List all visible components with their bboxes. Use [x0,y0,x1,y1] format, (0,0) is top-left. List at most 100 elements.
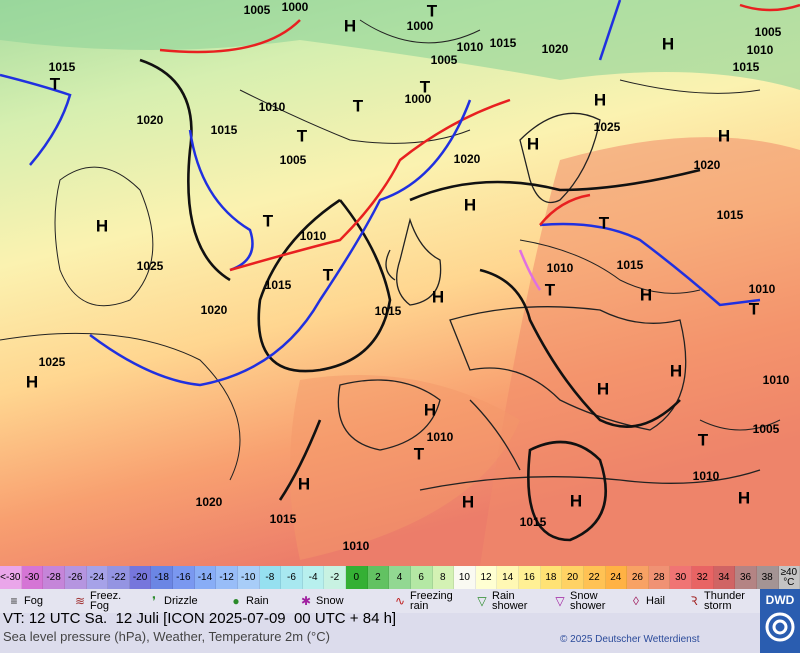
pressure-label: 1000 [282,0,309,14]
legend-label: Thunder storm [704,590,745,612]
pressure-label: 1005 [755,25,782,39]
scale-cell: -24 [86,566,109,589]
pressure-label: 1020 [201,303,228,317]
legend-item: ✱ Snow [298,589,344,613]
legend-icon: Ꝛ [690,594,698,608]
legend-item: ≡ Fog [6,589,42,613]
pressure-center: T [323,265,334,284]
scale-cell: 30 [670,566,692,589]
legend-item: Ꝛ Thunder storm [686,589,746,613]
scale-cell: -20 [129,566,152,589]
pressure-label: 1010 [300,229,327,243]
coastlines [337,112,761,491]
scale-cell: -26 [64,566,87,589]
scale-cell: 0 [346,566,368,589]
pressure-center: T [420,77,431,96]
legend-item: ≋ Freez. Fog [72,589,132,613]
pressure-label: 1010 [547,261,574,275]
scale-cell: 20 [562,566,584,589]
pressure-label: 1005 [431,53,458,67]
scale-cell: 24 [605,566,628,589]
pressure-center: T [50,74,61,93]
pressure-label: 1015 [375,304,402,318]
pressure-center: T [749,299,760,318]
scale-cell: 10 [454,566,476,589]
legend-icon: ≋ [74,594,86,608]
warm-area [290,375,520,560]
scale-cell: -2 [324,566,346,589]
legend-label: Freez. Fog [90,590,122,612]
scale-cell: -18 [151,566,173,589]
scale-cell: 26 [627,566,649,589]
pressure-center: H [718,126,730,145]
pressure-center: T [698,430,709,449]
scale-cell: -30 [21,566,44,589]
pressure-center: H [344,16,356,35]
legend-icon: ❜ [152,594,156,608]
logo-text: DWD [765,593,795,607]
pressure-label: 1020 [694,158,721,172]
pressure-center: T [414,444,425,463]
pressure-label: 1010 [693,469,720,483]
pressure-label: 1010 [427,430,454,444]
pressure-label: 1010 [343,539,370,553]
scale-cell: 4 [389,566,411,589]
scale-cell: -10 [237,566,260,589]
scale-cell: -12 [216,566,238,589]
legend-item: ▽ Snow shower [552,589,612,613]
legend-icon: ▽ [555,594,565,608]
legend-label: Snow [316,595,344,607]
pressure-center: H [570,491,582,510]
valid-time: VT: 12 UTC Sa. 12 Juli [ICON 2025-07-09 … [3,610,397,627]
pressure-label: 1005 [244,3,271,17]
pressure-label: 1020 [196,495,223,509]
pressure-label: 1015 [211,123,238,137]
scale-cell: -22 [108,566,130,589]
pressure-label: 1020 [542,42,569,56]
pressure-center: H [640,285,652,304]
logo-mark [765,612,795,642]
pressure-center: H [298,474,310,493]
pressure-label: 1005 [753,422,780,436]
pressure-center: T [353,96,364,115]
scale-cell: 6 [410,566,433,589]
pressure-label: 1015 [520,515,547,529]
pressure-center: H [26,372,38,391]
scale-cell: 8 [432,566,455,589]
copyright: © 2025 Deutscher Wetterdienst [560,634,700,645]
pressure-center: T [297,126,308,145]
pressure-label: 1015 [617,258,644,272]
legend-icon: ✱ [300,594,312,608]
scale-cell: 34 [713,566,736,589]
scale-cell: 16 [519,566,541,589]
pressure-center: H [597,379,609,398]
legend-label: Rain shower [492,590,528,612]
legend-label: Rain [246,595,269,607]
pressure-label: 1015 [265,278,292,292]
legend-item: ❜ Drizzle [146,589,198,613]
pressure-center: H [670,361,682,380]
pressure-label: 1015 [490,36,517,50]
cool-area [0,0,800,90]
pressure-label: 1005 [280,153,307,167]
pressure-label: 1010 [457,40,484,54]
scale-cell: -6 [281,566,303,589]
pressure-center: T [545,280,556,299]
pressure-label: 1010 [747,43,774,57]
pressure-label: 1025 [39,355,66,369]
pressure-label: 1020 [454,152,481,166]
legend-icon: ≡ [10,594,18,608]
scale-cell: 38 [756,566,779,589]
scale-cell: 2 [367,566,390,589]
scale-cell: -14 [194,566,217,589]
legend-label: Snow shower [570,590,606,612]
pressure-label: 1020 [137,113,164,127]
scale-cell: 12 [475,566,498,589]
scale-cell: 18 [540,566,563,589]
pressure-center: H [96,216,108,235]
scale-cell: 14 [497,566,519,589]
legend-item: ● Rain [228,589,269,613]
pressure-center: H [738,488,750,507]
